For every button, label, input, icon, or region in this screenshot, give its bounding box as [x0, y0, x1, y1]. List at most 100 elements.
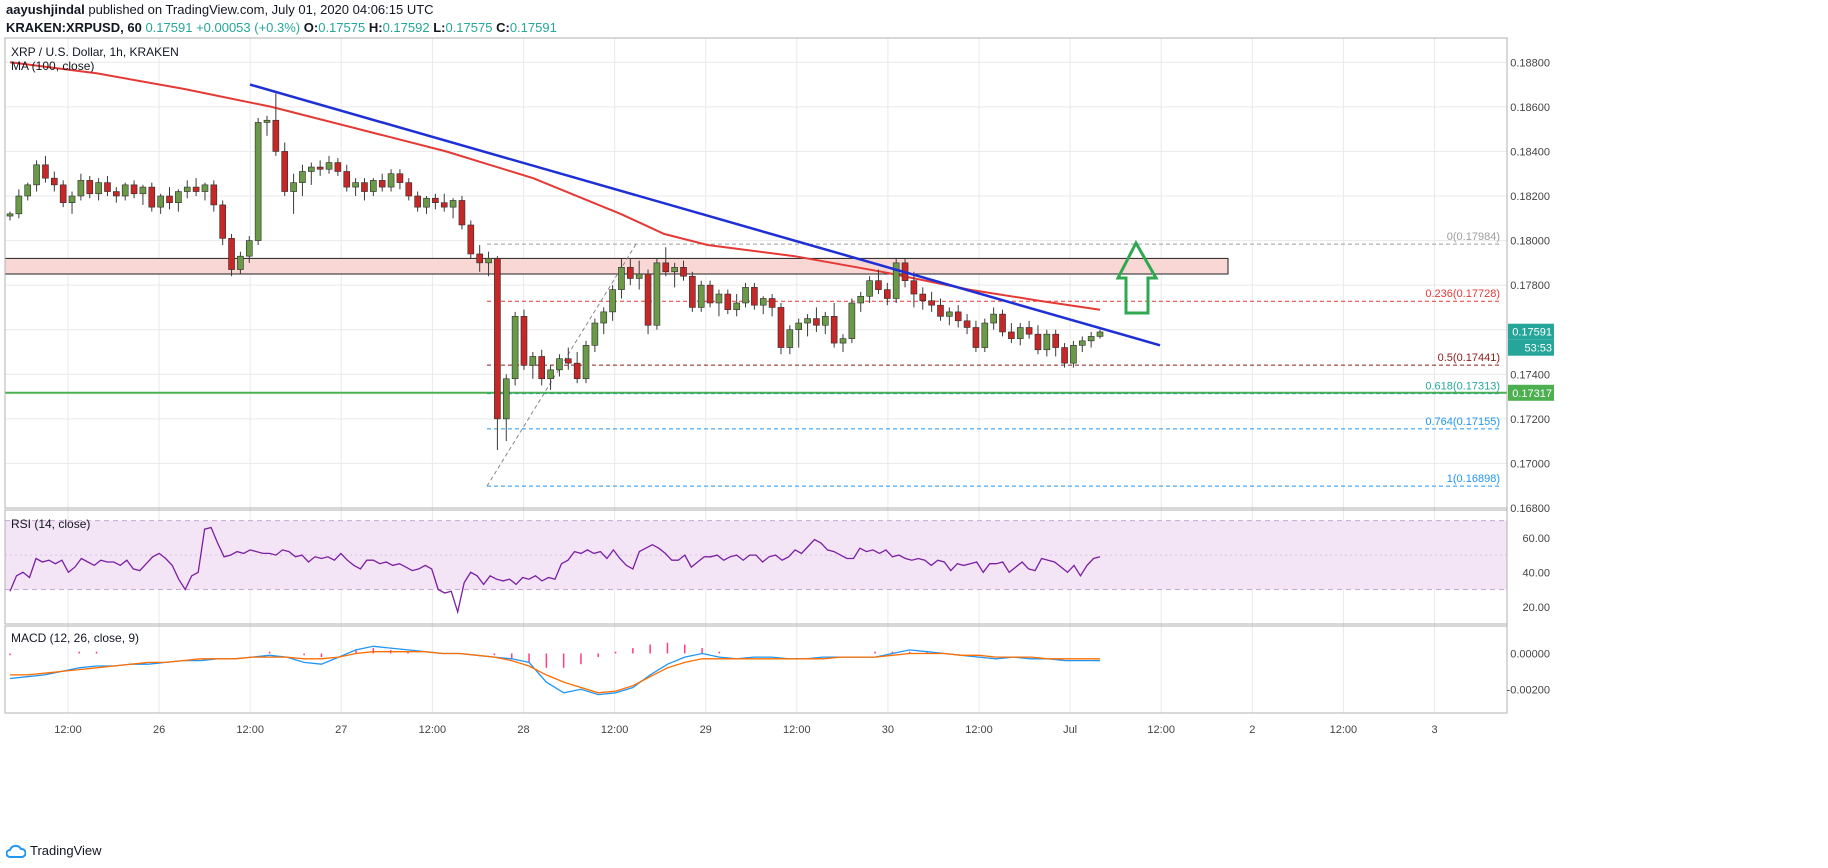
candle-body: [343, 171, 351, 188]
tradingview-logo[interactable]: TradingView: [6, 843, 102, 858]
candle-body: [547, 369, 554, 380]
low-value: 0.17575: [445, 20, 493, 35]
time-tick-label: 12:00: [1147, 724, 1175, 736]
candle-body: [183, 186, 191, 192]
candle-body: [830, 316, 838, 344]
candle-body: [148, 186, 156, 208]
candle-body: [1043, 333, 1051, 351]
candle-body: [981, 322, 989, 348]
candle-body: [299, 171, 306, 183]
candle-body: [946, 311, 953, 317]
time-tick-label: 12:00: [1330, 724, 1358, 736]
fib-label: 0.5(0.17441): [1438, 352, 1500, 364]
candle-body: [228, 238, 235, 270]
candle-body: [644, 273, 652, 326]
candle-body: [245, 240, 253, 257]
symbol-label: KRAKEN:XRPUSD, 60: [6, 20, 142, 35]
candle-body: [219, 204, 226, 239]
signal-line: [10, 651, 1100, 694]
candle-body: [378, 180, 386, 188]
quote-line: KRAKEN:XRPUSD, 60 0.17591 +0.00053 (+0.3…: [6, 20, 557, 36]
candle-body: [857, 295, 865, 304]
close-value: 0.17591: [509, 20, 557, 35]
price-tick-label: 0.16800: [1510, 503, 1550, 515]
publisher-name[interactable]: aayushjindal: [6, 2, 85, 17]
candle-body: [308, 166, 315, 172]
candle-body: [15, 195, 23, 215]
candle-body: [405, 182, 413, 197]
candle-body: [618, 267, 625, 290]
macd-tick-label: -0.00200: [1507, 684, 1550, 696]
candle-body: [476, 253, 483, 264]
price-tag: [1508, 339, 1554, 356]
time-tick-label: 29: [700, 724, 712, 736]
rsi-tick-label: 20.00: [1522, 602, 1550, 614]
rsi-tick-label: 60.00: [1522, 533, 1550, 545]
high-value: 0.17592: [382, 20, 430, 35]
rsi-tick-label: 40.00: [1522, 567, 1550, 579]
candle-body: [937, 304, 944, 317]
axes: 0.18800 0.18600 0.18400 0.18200 0.18000 0.178…: [4, 37, 1554, 736]
candle-body: [892, 262, 900, 299]
time-tick-label: 12:00: [419, 724, 447, 736]
candle-body: [919, 293, 927, 302]
candle-body: [839, 338, 847, 344]
candle-body: [414, 195, 421, 208]
ma-legend: MA (100, close): [11, 59, 94, 73]
candle-body: [724, 293, 732, 310]
candle-body: [440, 202, 448, 208]
macd-pane: [9, 642, 1100, 696]
candle-body: [795, 322, 802, 331]
price-tick-label: 0.18200: [1510, 191, 1550, 203]
time-tick-label: 30: [882, 724, 894, 736]
candle-body: [556, 358, 563, 371]
price-tick-label: 0.17000: [1510, 458, 1550, 470]
candle-body: [884, 289, 891, 299]
macd-tick-label: 0.00000: [1510, 648, 1550, 660]
candle-body: [786, 329, 794, 348]
last-price: 0.17591: [145, 20, 193, 35]
macd-line: [9, 645, 1100, 696]
candle-body: [777, 307, 785, 348]
cloud-icon: [6, 844, 26, 858]
candle-body: [51, 177, 58, 186]
low-label: L:: [433, 20, 446, 35]
candle-body: [591, 322, 599, 346]
candle-body: [325, 162, 333, 170]
price-tick-label: 0.17800: [1510, 280, 1550, 292]
price-tick-label: 0.17200: [1510, 414, 1550, 426]
open-value: 0.17575: [318, 20, 366, 35]
price-tick-label: 0.18000: [1510, 236, 1550, 248]
candle-body: [272, 119, 280, 152]
candle-body: [104, 182, 111, 192]
candle-body: [671, 267, 678, 273]
up-arrow: [1115, 239, 1159, 315]
tradingview-brand: TradingView: [30, 843, 102, 858]
candle-body: [600, 311, 608, 324]
candle-body: [139, 186, 147, 195]
candle-body: [742, 287, 749, 304]
time-tick-label: 28: [517, 724, 529, 736]
candle-body: [42, 164, 49, 179]
candle-body: [254, 122, 262, 241]
candle-body: [733, 302, 740, 310]
candle-body: [59, 184, 67, 203]
time-tick-label: 12:00: [965, 724, 993, 736]
price-pane: 0(0.17984) 0.236(0.17728) 0.5(0.17441) 0.61…: [4, 61, 1507, 487]
candle-body: [582, 345, 590, 380]
candle-body: [237, 255, 244, 270]
candle-body: [520, 316, 528, 366]
candle-body: [432, 197, 439, 203]
fib-label: 0.764(0.17155): [1425, 416, 1500, 428]
candle-body: [954, 311, 962, 322]
candle-body: [821, 316, 829, 326]
candle-body: [653, 262, 661, 326]
candle-body: [538, 356, 546, 380]
candle-body: [609, 289, 616, 313]
candle-body: [529, 356, 537, 366]
candle-body: [6, 213, 14, 217]
candle-body: [972, 327, 980, 348]
candle-body: [113, 191, 120, 197]
rsi-pane: [5, 520, 1507, 615]
